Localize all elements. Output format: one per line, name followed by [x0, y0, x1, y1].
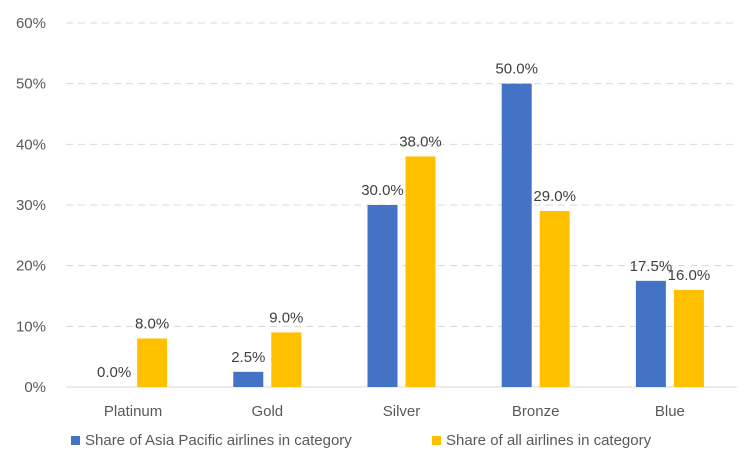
bar-all-airlines	[405, 156, 436, 387]
legend-swatch	[71, 436, 80, 445]
y-tick-label: 40%	[16, 136, 46, 153]
y-tick-label: 10%	[16, 318, 46, 335]
data-label: 0.0%	[97, 364, 131, 381]
y-tick-label: 30%	[16, 197, 46, 214]
x-tick-label: Platinum	[104, 403, 162, 420]
data-label: 50.0%	[495, 61, 538, 78]
x-tick-label: Gold	[251, 403, 283, 420]
bar-asia-pacific	[501, 83, 532, 388]
data-label: 8.0%	[135, 315, 169, 332]
bar-asia-pacific	[367, 205, 398, 387]
data-label: 17.5%	[630, 258, 673, 275]
y-tick-label: 50%	[16, 76, 46, 93]
bar-all-airlines	[137, 338, 168, 387]
legend-label: Share of Asia Pacific airlines in catego…	[85, 432, 352, 449]
bar-all-airlines	[271, 332, 302, 387]
data-label: 30.0%	[361, 182, 404, 199]
x-tick-label: Bronze	[512, 403, 560, 420]
bar-asia-pacific	[233, 371, 264, 387]
bar-asia-pacific	[635, 280, 666, 387]
y-tick-label: 20%	[16, 258, 46, 275]
legend-label: Share of all airlines in category	[446, 432, 652, 449]
data-label: 38.0%	[399, 133, 442, 150]
y-tick-label: 60%	[16, 15, 46, 32]
x-tick-label: Blue	[655, 403, 685, 420]
bar-all-airlines	[673, 289, 704, 387]
y-tick-label: 0%	[24, 379, 46, 396]
data-label: 2.5%	[231, 349, 265, 366]
data-label: 9.0%	[269, 309, 303, 326]
bar-all-airlines	[539, 211, 570, 387]
x-tick-label: Silver	[383, 403, 421, 420]
data-label: 29.0%	[533, 188, 576, 205]
legend-swatch	[432, 436, 441, 445]
data-label: 16.0%	[668, 267, 711, 284]
